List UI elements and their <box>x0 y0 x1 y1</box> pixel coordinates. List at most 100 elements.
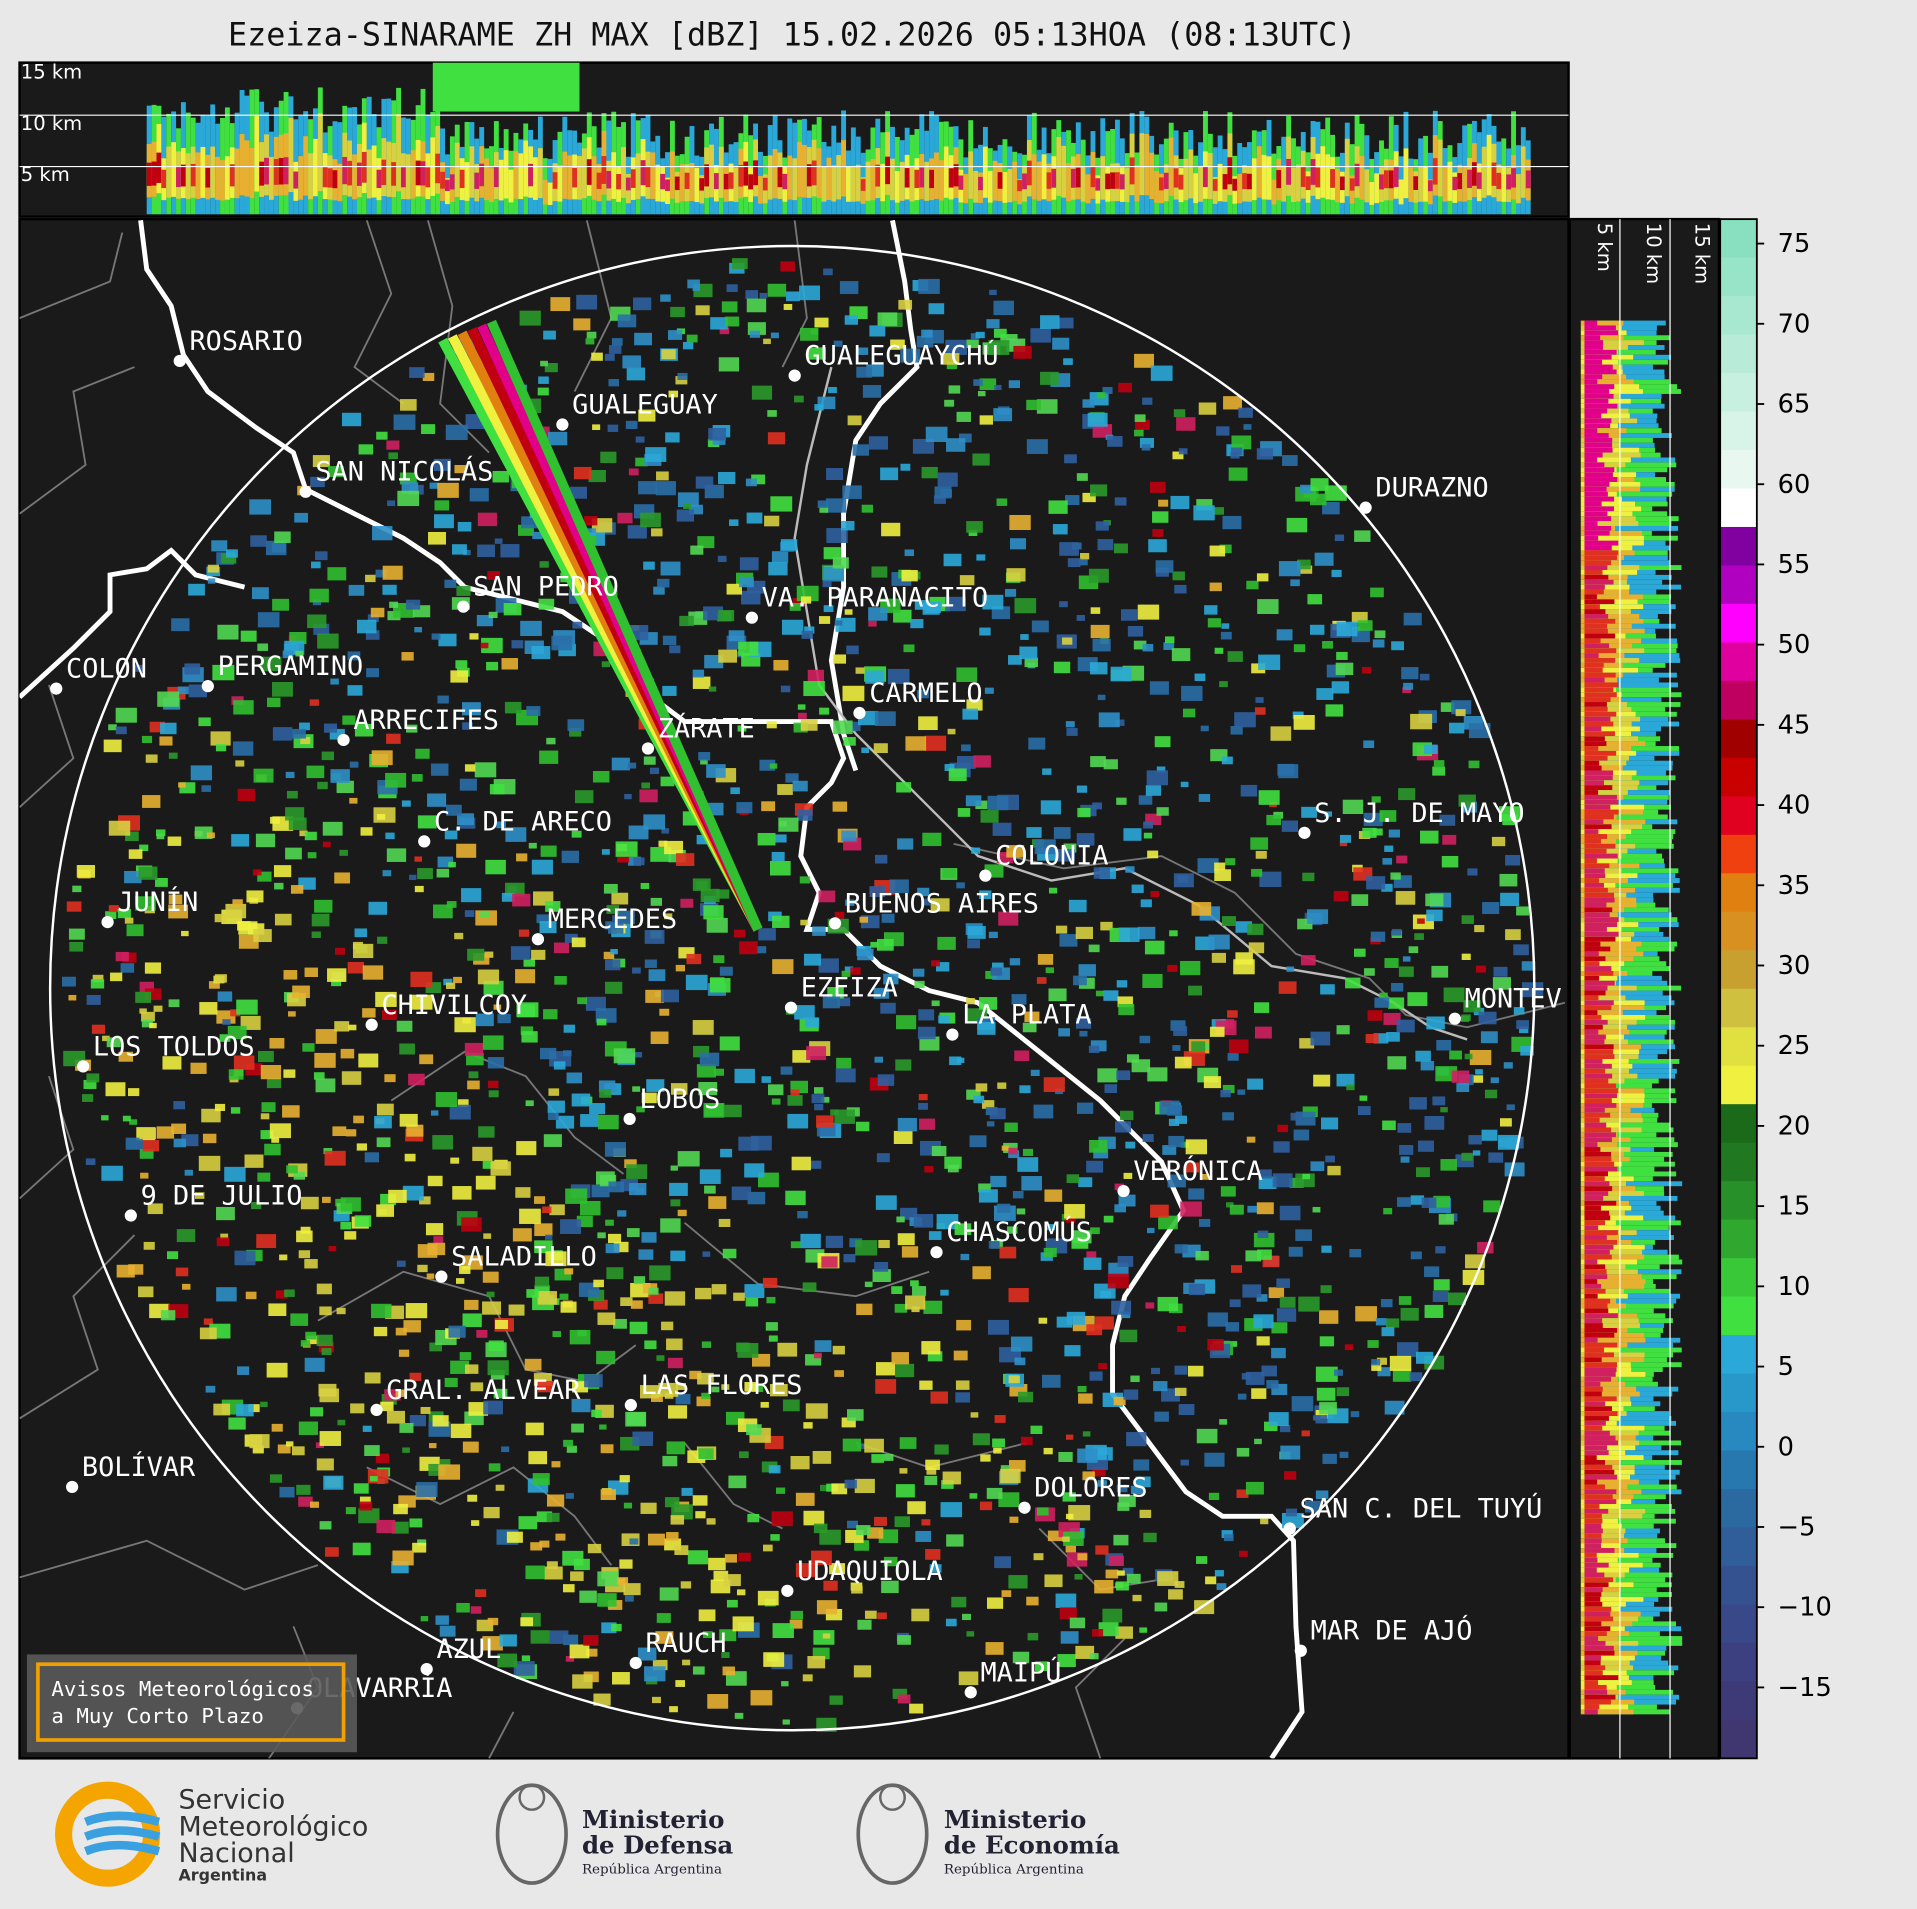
section-echo <box>1237 173 1243 204</box>
echo <box>446 901 457 908</box>
echo <box>488 1463 501 1472</box>
section-echo <box>1491 162 1497 186</box>
echo <box>986 1597 1004 1609</box>
echo <box>188 583 205 596</box>
echo <box>1483 1200 1501 1213</box>
section-echo <box>1580 1059 1629 1064</box>
echo <box>790 1241 801 1249</box>
section-echo <box>1596 858 1664 864</box>
section-echo <box>1486 134 1492 196</box>
echo <box>1001 1145 1010 1151</box>
section-echo <box>1584 452 1603 458</box>
echo <box>124 917 134 924</box>
section-echo <box>454 142 460 197</box>
echo <box>1334 534 1345 542</box>
echo <box>970 333 980 340</box>
section-echo <box>1584 868 1605 874</box>
echo <box>895 1484 915 1498</box>
echo <box>771 551 789 563</box>
section-echo <box>386 141 392 197</box>
section-echo <box>1596 359 1669 365</box>
echo <box>718 1218 731 1228</box>
colorbar-step <box>1720 565 1757 605</box>
section-echo <box>1596 633 1656 639</box>
echo <box>990 1175 1007 1188</box>
echo <box>601 849 610 855</box>
echo <box>1075 926 1093 939</box>
echo <box>665 432 680 443</box>
echo <box>1351 894 1369 906</box>
section-echo <box>1061 145 1067 198</box>
section-echo <box>1584 511 1608 517</box>
echo <box>604 353 615 361</box>
echo <box>1346 1084 1355 1091</box>
section-echo <box>1149 152 1155 200</box>
echo <box>1171 648 1191 662</box>
section-echo <box>625 177 631 191</box>
echo <box>1103 1215 1114 1223</box>
echo <box>750 1690 773 1706</box>
echo <box>1309 493 1327 506</box>
echo <box>335 1198 346 1207</box>
section-echo <box>547 182 553 205</box>
echo <box>917 887 930 897</box>
section-echo <box>1584 746 1599 751</box>
echo <box>917 689 929 699</box>
echo <box>340 1221 352 1230</box>
section-echo <box>1584 521 1598 526</box>
echo <box>664 1538 682 1551</box>
echo <box>696 1064 716 1078</box>
colorbar-label: 65 <box>1778 390 1811 420</box>
echo <box>826 468 844 481</box>
echo <box>309 699 319 706</box>
echo <box>1233 959 1255 975</box>
echo <box>808 347 826 360</box>
place-dot <box>1448 1012 1461 1025</box>
echo <box>566 1072 583 1084</box>
section-echo <box>1580 609 1631 615</box>
echo <box>1383 1012 1401 1025</box>
section-echo <box>1584 1450 1609 1456</box>
echo <box>1451 1070 1470 1083</box>
echo <box>766 721 777 729</box>
echo <box>640 1385 660 1399</box>
echo <box>599 1089 612 1098</box>
section-echo <box>1584 799 1619 805</box>
section-echo <box>1374 173 1380 204</box>
echo <box>516 853 528 862</box>
section-echo <box>1596 834 1674 839</box>
echo <box>128 1088 140 1097</box>
echo <box>1266 814 1282 826</box>
echo <box>1151 1367 1160 1375</box>
echo <box>708 428 727 441</box>
section-echo <box>1584 1357 1602 1363</box>
echo <box>746 298 767 313</box>
echo <box>319 1388 340 1403</box>
section-echo <box>1584 1337 1598 1343</box>
echo <box>781 619 804 635</box>
echo <box>847 415 862 426</box>
echo <box>372 525 393 541</box>
section-echo <box>1596 1220 1681 1226</box>
colorbar-step <box>1720 680 1757 720</box>
echo <box>252 869 262 876</box>
section-echo <box>1525 170 1531 189</box>
echo <box>1464 1053 1473 1060</box>
warning-box[interactable] <box>26 1654 357 1753</box>
section-echo <box>1596 1347 1682 1353</box>
echo <box>780 261 795 272</box>
echo <box>233 700 254 715</box>
echo <box>1175 1115 1187 1124</box>
section-echo <box>1596 1694 1680 1700</box>
echo <box>249 1434 270 1449</box>
section-echo <box>1481 146 1487 198</box>
echo <box>122 1115 131 1122</box>
echo <box>1093 1148 1109 1159</box>
echo <box>434 514 454 529</box>
echo <box>880 467 899 481</box>
echo <box>988 1241 1000 1249</box>
echo <box>1238 407 1253 418</box>
section-echo <box>1584 1557 1598 1563</box>
section-echo <box>366 149 372 199</box>
echo <box>315 1029 337 1044</box>
